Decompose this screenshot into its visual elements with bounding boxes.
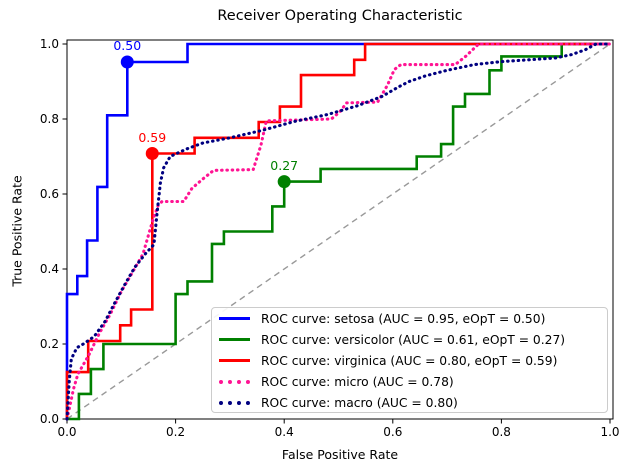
legend-row: ROC curve: macro (AUC = 0.80): [219, 392, 607, 413]
legend-line-sample: [219, 317, 250, 320]
roc-curve: [65, 42, 612, 421]
y-tick-label: 0.6: [39, 187, 59, 201]
legend-label: ROC curve: macro (AUC = 0.80): [261, 395, 458, 410]
y-tick-label: 0.0: [39, 412, 59, 426]
legend-label: ROC curve: virginica (AUC = 0.80, eOpT =…: [261, 353, 558, 368]
y-tick-label: 1.0: [39, 37, 59, 51]
y-tick-label: 0.2: [39, 337, 59, 351]
eopt-marker: [145, 147, 159, 160]
legend-label: ROC curve: micro (AUC = 0.78): [261, 374, 454, 389]
x-tick-label: 0.0: [57, 425, 77, 439]
chance-line: [66, 43, 611, 420]
y-tick-label: 0.8: [39, 112, 59, 126]
eopt-annotation: 0.27: [270, 157, 299, 173]
legend-row: ROC curve: setosa (AUC = 0.95, eOpT = 0.…: [219, 308, 607, 329]
eopt-annotation: 0.50: [113, 38, 142, 53]
eopt-annotation: 0.59: [138, 129, 167, 145]
legend-line-sample: [219, 400, 250, 405]
axes-box: [66, 39, 614, 420]
roc-curve: [65, 42, 610, 419]
legend-label: ROC curve: versicolor (AUC = 0.61, eOpT …: [261, 332, 566, 347]
legend-line-sample: [219, 379, 250, 384]
legend-line-sample: [219, 338, 250, 341]
legend-row: ROC curve: micro (AUC = 0.78): [219, 371, 607, 392]
eopt-marker: [120, 55, 134, 69]
chart-title: Receiver Operating Characteristic: [217, 8, 463, 24]
roc-curve: [67, 42, 610, 421]
x-axis-label: False Positive Rate: [281, 447, 399, 462]
eopt-marker: [277, 175, 291, 189]
x-tick-label: 0.6: [383, 425, 403, 439]
legend: ROC curve: setosa (AUC = 0.95, eOpT = 0.…: [211, 307, 608, 413]
legend-row: ROC curve: versicolor (AUC = 0.61, eOpT …: [219, 329, 607, 350]
roc-curve: [65, 42, 610, 419]
x-tick-label: 1.0: [600, 425, 620, 439]
x-tick-label: 0.8: [491, 425, 511, 439]
legend-row: ROC curve: virginica (AUC = 0.80, eOpT =…: [219, 350, 607, 371]
x-tick-label: 0.4: [274, 425, 294, 439]
roc-curve: [65, 42, 612, 421]
legend-label: ROC curve: setosa (AUC = 0.95, eOpT = 0.…: [261, 311, 546, 326]
y-tick-label: 0.4: [39, 262, 59, 276]
x-tick-label: 0.2: [166, 425, 186, 439]
legend-line-sample: [219, 359, 250, 362]
